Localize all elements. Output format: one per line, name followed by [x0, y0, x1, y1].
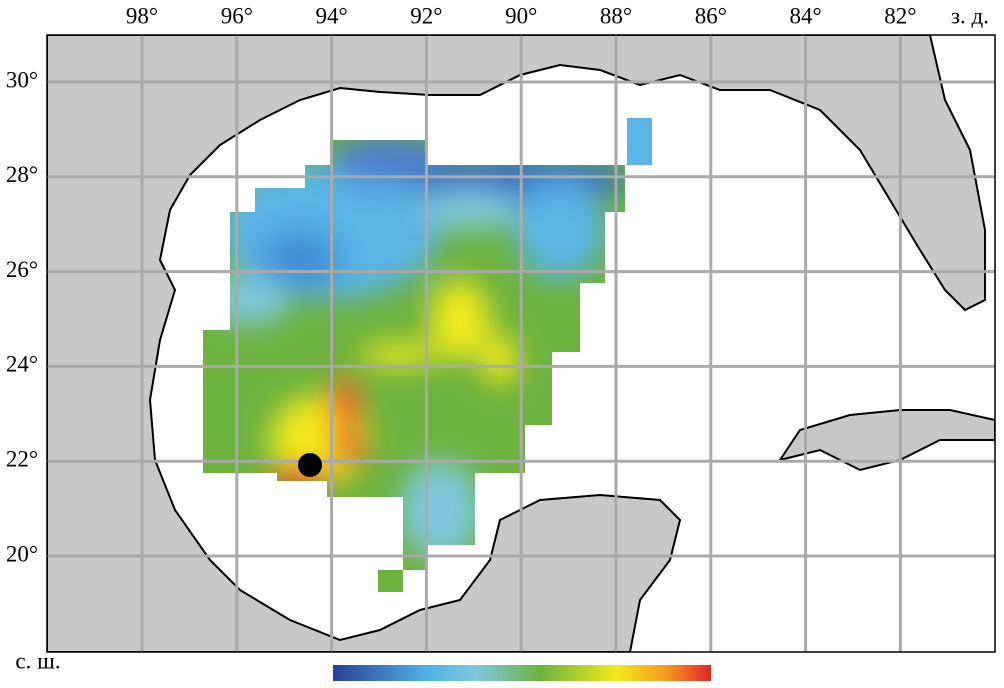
- longitude-label: 86°: [695, 3, 727, 28]
- latitude-label: 26°: [6, 257, 38, 282]
- latitude-label: 22°: [6, 446, 38, 471]
- grid: [47, 35, 995, 652]
- station-marker: [298, 453, 322, 477]
- longitude-unit: з. д.: [951, 3, 989, 28]
- frame: [46, 34, 996, 653]
- cuba: [777, 409, 995, 472]
- latitude-label: 30°: [6, 67, 38, 92]
- heat-cell: [627, 118, 652, 165]
- longitude-label: 98°: [126, 3, 158, 28]
- longitude-label: 90°: [505, 3, 537, 28]
- latitude-label: 20°: [6, 541, 38, 566]
- latitude-label: 24°: [6, 352, 38, 377]
- color-scale: [333, 665, 711, 681]
- longitude-label: 96°: [221, 3, 253, 28]
- latitude-label: 28°: [6, 162, 38, 187]
- longitude-label: 88°: [600, 3, 632, 28]
- longitude-label: 92°: [410, 3, 442, 28]
- longitude-label: 84°: [789, 3, 821, 28]
- longitude-label: 94°: [315, 3, 347, 28]
- map-area: [47, 35, 995, 652]
- longitude-label: 82°: [884, 3, 916, 28]
- heat-cell: [378, 570, 403, 592]
- latitude-unit: с. ш.: [15, 648, 60, 673]
